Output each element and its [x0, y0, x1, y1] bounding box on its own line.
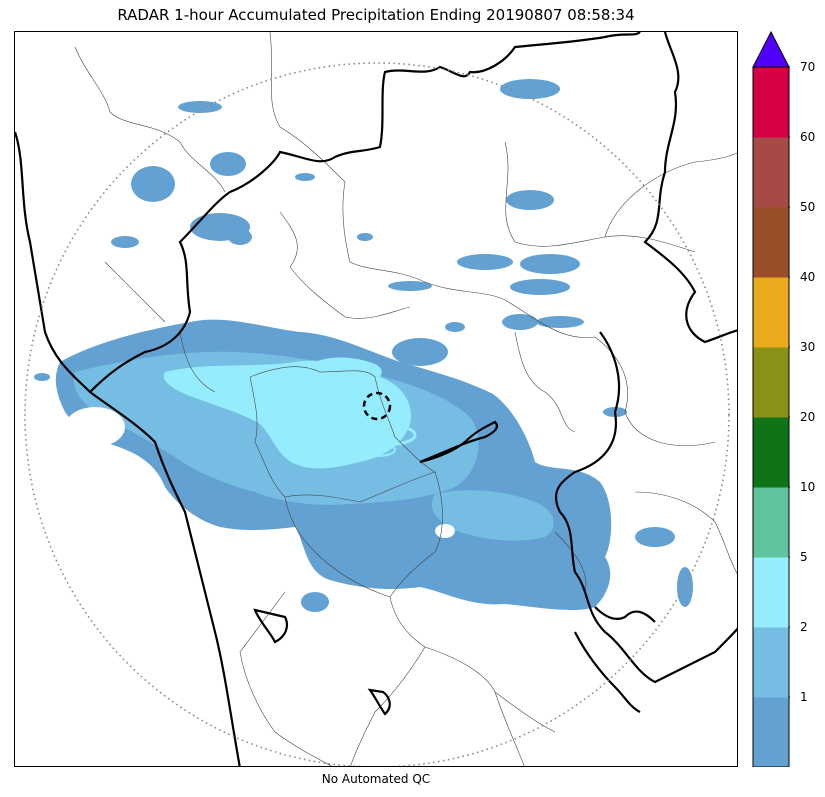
state-border-south-loops: [253, 606, 656, 716]
state-border-southeast: [554, 331, 737, 684]
state-borders: [15, 32, 737, 766]
precip-gap: [435, 524, 455, 538]
radar-map-canvas: [15, 32, 737, 766]
colorbar-overflow-triangle: [752, 31, 790, 68]
precip-patch: [445, 322, 465, 332]
colorbar-bin: [753, 277, 789, 348]
colorbar-tick-label: 20: [800, 410, 816, 424]
precip-layer: [34, 79, 693, 612]
precip-patch: [295, 173, 315, 181]
precip-area-core-2: [315, 357, 382, 383]
colorbar-bin: [753, 207, 789, 278]
radar-map: [14, 31, 738, 767]
colorbar-bin: [753, 137, 789, 208]
state-border-east: [643, 32, 737, 344]
precip-patch: [502, 314, 538, 330]
colorbar: [752, 31, 790, 767]
colorbar-tick-label: 10: [800, 480, 816, 494]
colorbar-tick-label: 5: [800, 550, 808, 564]
precip-patch: [635, 527, 675, 547]
state-border-far-south: [574, 631, 641, 713]
precip-patch: [392, 338, 448, 366]
coastline: [15, 131, 241, 766]
precip-patch: [357, 233, 373, 241]
state-border-central-notch: [419, 420, 499, 464]
colorbar-tick-label: 30: [800, 340, 816, 354]
radar-site-marker: [362, 391, 392, 421]
colorbar-bin: [753, 347, 789, 418]
colorbar-bin: [753, 697, 789, 767]
precip-gap: [65, 407, 125, 447]
precip-patch: [301, 592, 329, 612]
colorbar-bin: [753, 67, 789, 138]
precip-patch: [34, 373, 50, 381]
precip-patch: [500, 79, 560, 99]
district-boundaries: [74, 32, 737, 766]
precip-patch: [131, 166, 175, 202]
colorbar-bin: [753, 627, 789, 698]
precip-patch: [677, 567, 693, 607]
precip-patch: [457, 254, 513, 270]
colorbar-tick-label: 60: [800, 130, 816, 144]
range-ring: [24, 62, 730, 766]
precip-patch: [388, 281, 432, 291]
precip-area-mid-2: [431, 490, 554, 541]
precip-area-core: [163, 360, 411, 469]
colorbar-tick-label: 70: [800, 60, 816, 74]
colorbar-bin: [753, 557, 789, 628]
precip-patch: [210, 152, 246, 176]
precip-ring-clutter: [358, 443, 396, 457]
precip-patch: [506, 190, 554, 210]
colorbar-bin: [753, 487, 789, 558]
colorbar-bin: [753, 417, 789, 488]
state-border-northwest: [89, 32, 641, 393]
colorbar-tick-label: 1: [800, 690, 808, 704]
colorbar-tick-label: 2: [800, 620, 808, 634]
precip-patch: [520, 254, 580, 274]
precip-patch: [111, 236, 139, 248]
colorbar-tick-label: 50: [800, 200, 816, 214]
chart-title: RADAR 1-hour Accumulated Precipitation E…: [117, 6, 635, 24]
colorbar-canvas: [752, 31, 790, 767]
colorbar-tick-label: 40: [800, 270, 816, 284]
precip-patch: [536, 316, 584, 328]
qc-note: No Automated QC: [321, 772, 431, 786]
precip-patch: [510, 279, 570, 295]
precip-patch: [228, 229, 252, 245]
